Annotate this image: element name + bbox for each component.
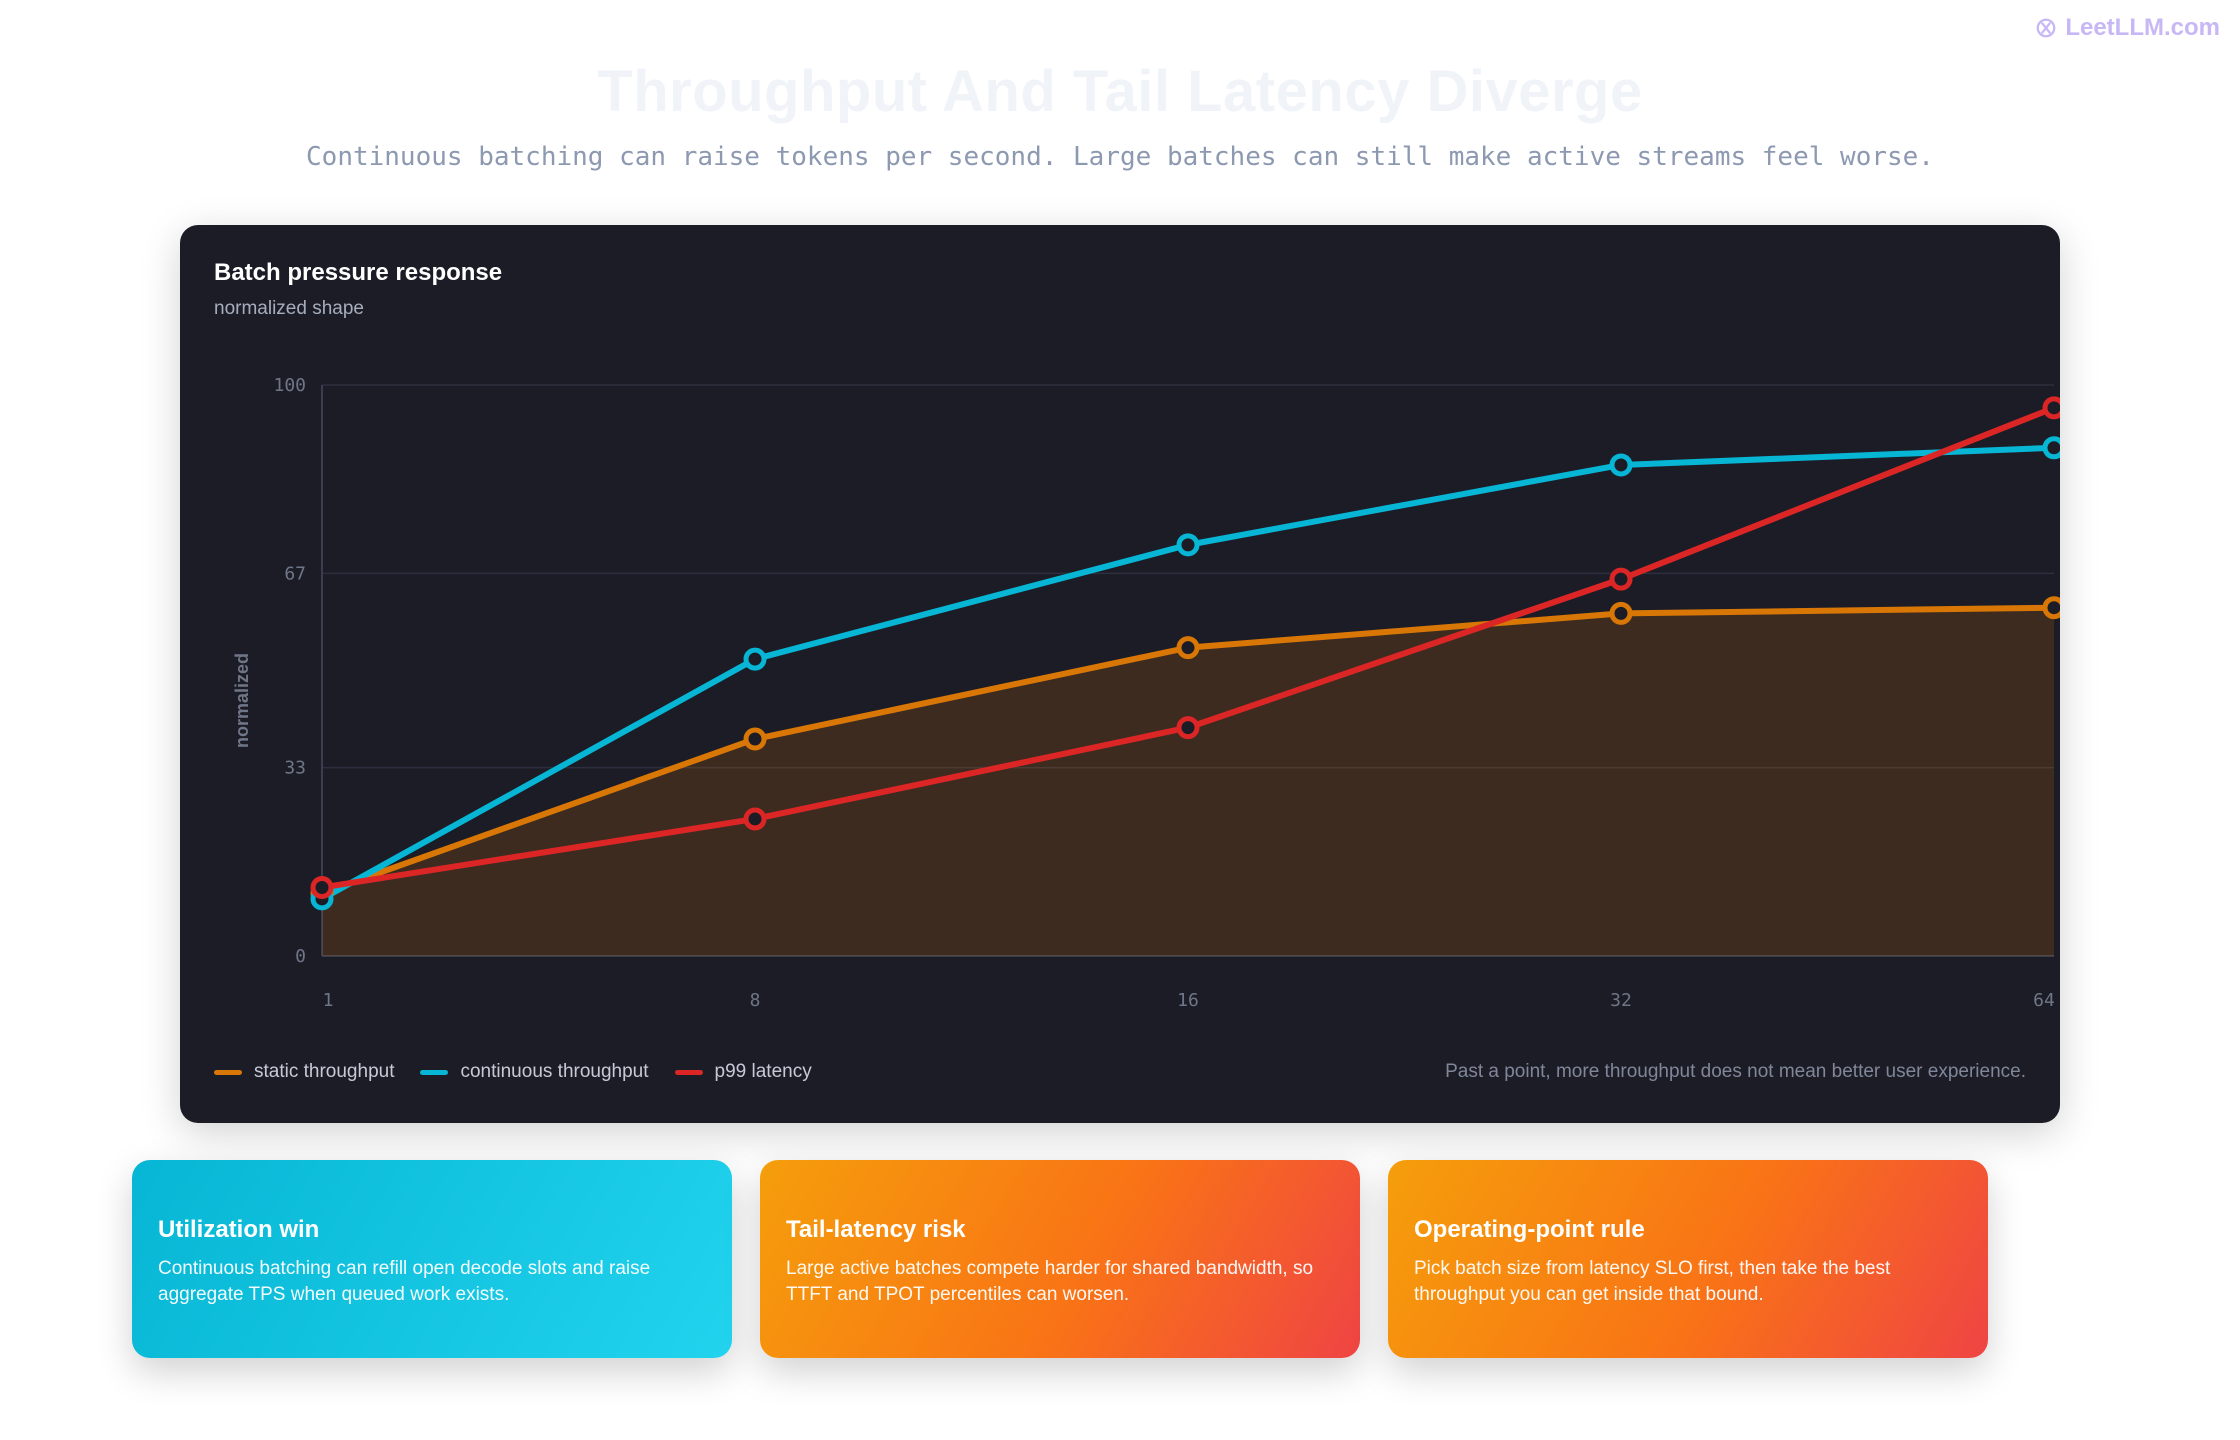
data-point (1609, 453, 1633, 477)
y-tick-label: 67 (284, 563, 306, 584)
card-body: Large active batches compete harder for … (786, 1258, 1314, 1305)
card-title: Utilization win (158, 1216, 320, 1243)
y-tick-label: 33 (284, 758, 306, 779)
card-tail-latency-risk: Tail-latency risk Large active batches c… (760, 1160, 1360, 1358)
x-tick-label: 8 (750, 990, 761, 1011)
page-subtitle: Continuous batching can raise tokens per… (306, 142, 1934, 172)
card-body: Continuous batching can refill open deco… (158, 1258, 651, 1305)
data-point (2042, 396, 2060, 420)
y-tick-label: 0 (295, 946, 306, 967)
data-point (2042, 596, 2060, 620)
x-tick-label: 16 (1177, 990, 1199, 1011)
chart-subtitle: normalized shape (214, 298, 364, 319)
data-point (1609, 567, 1633, 591)
data-point (1609, 601, 1633, 625)
page-title: Throughput And Tail Latency Diverge (597, 59, 1643, 124)
y-axis-label: normalized (232, 653, 252, 748)
card-utilization-win: Utilization win Continuous batching can … (132, 1160, 732, 1358)
legend-item: continuous throughput (420, 1061, 649, 1083)
data-point (743, 807, 767, 831)
data-point (2042, 436, 2060, 460)
x-tick-label: 1 (323, 990, 334, 1011)
legend-label: continuous throughput (460, 1061, 649, 1082)
legend-label: static throughput (254, 1061, 395, 1082)
data-point (743, 647, 767, 671)
legend-label: p99 latency (714, 1061, 812, 1082)
chart-panel: Batch pressure response normalized shape… (180, 225, 2060, 1123)
chart-note: Past a point, more throughput does not m… (1445, 1061, 2026, 1082)
y-tick-label: 100 (273, 375, 306, 396)
card-title: Tail-latency risk (786, 1216, 966, 1243)
legend-item: static throughput (214, 1061, 394, 1083)
x-tick-label: 64 (2033, 990, 2055, 1011)
card-operating-point-rule: Operating-point rule Pick batch size fro… (1388, 1160, 1988, 1358)
leetllm-logo-icon (2036, 18, 2056, 38)
card-title: Operating-point rule (1414, 1216, 1645, 1243)
card-body: Pick batch size from latency SLO first, … (1414, 1258, 1891, 1305)
line-chart: 0 33 67 100 1 8 16 32 64 normalized (232, 375, 2060, 1011)
chart-title: Batch pressure response (214, 259, 503, 286)
data-point (310, 875, 334, 899)
data-point (1176, 636, 1200, 660)
legend-swatch (214, 1069, 242, 1075)
legend-item: p99 latency (674, 1061, 812, 1083)
data-point (743, 727, 767, 751)
series-area (322, 607, 2054, 956)
x-tick-label: 32 (1610, 990, 1632, 1011)
legend-swatch (674, 1069, 703, 1075)
brand-logo[interactable]: LeetLLM.com (2035, 14, 2220, 42)
data-point (1176, 716, 1200, 740)
brand-name: LeetLLM.com (2065, 14, 2220, 41)
chart-legend: static throughput continuous throughput p9… (214, 1061, 812, 1083)
data-point (1176, 533, 1200, 557)
legend-swatch (420, 1069, 449, 1075)
